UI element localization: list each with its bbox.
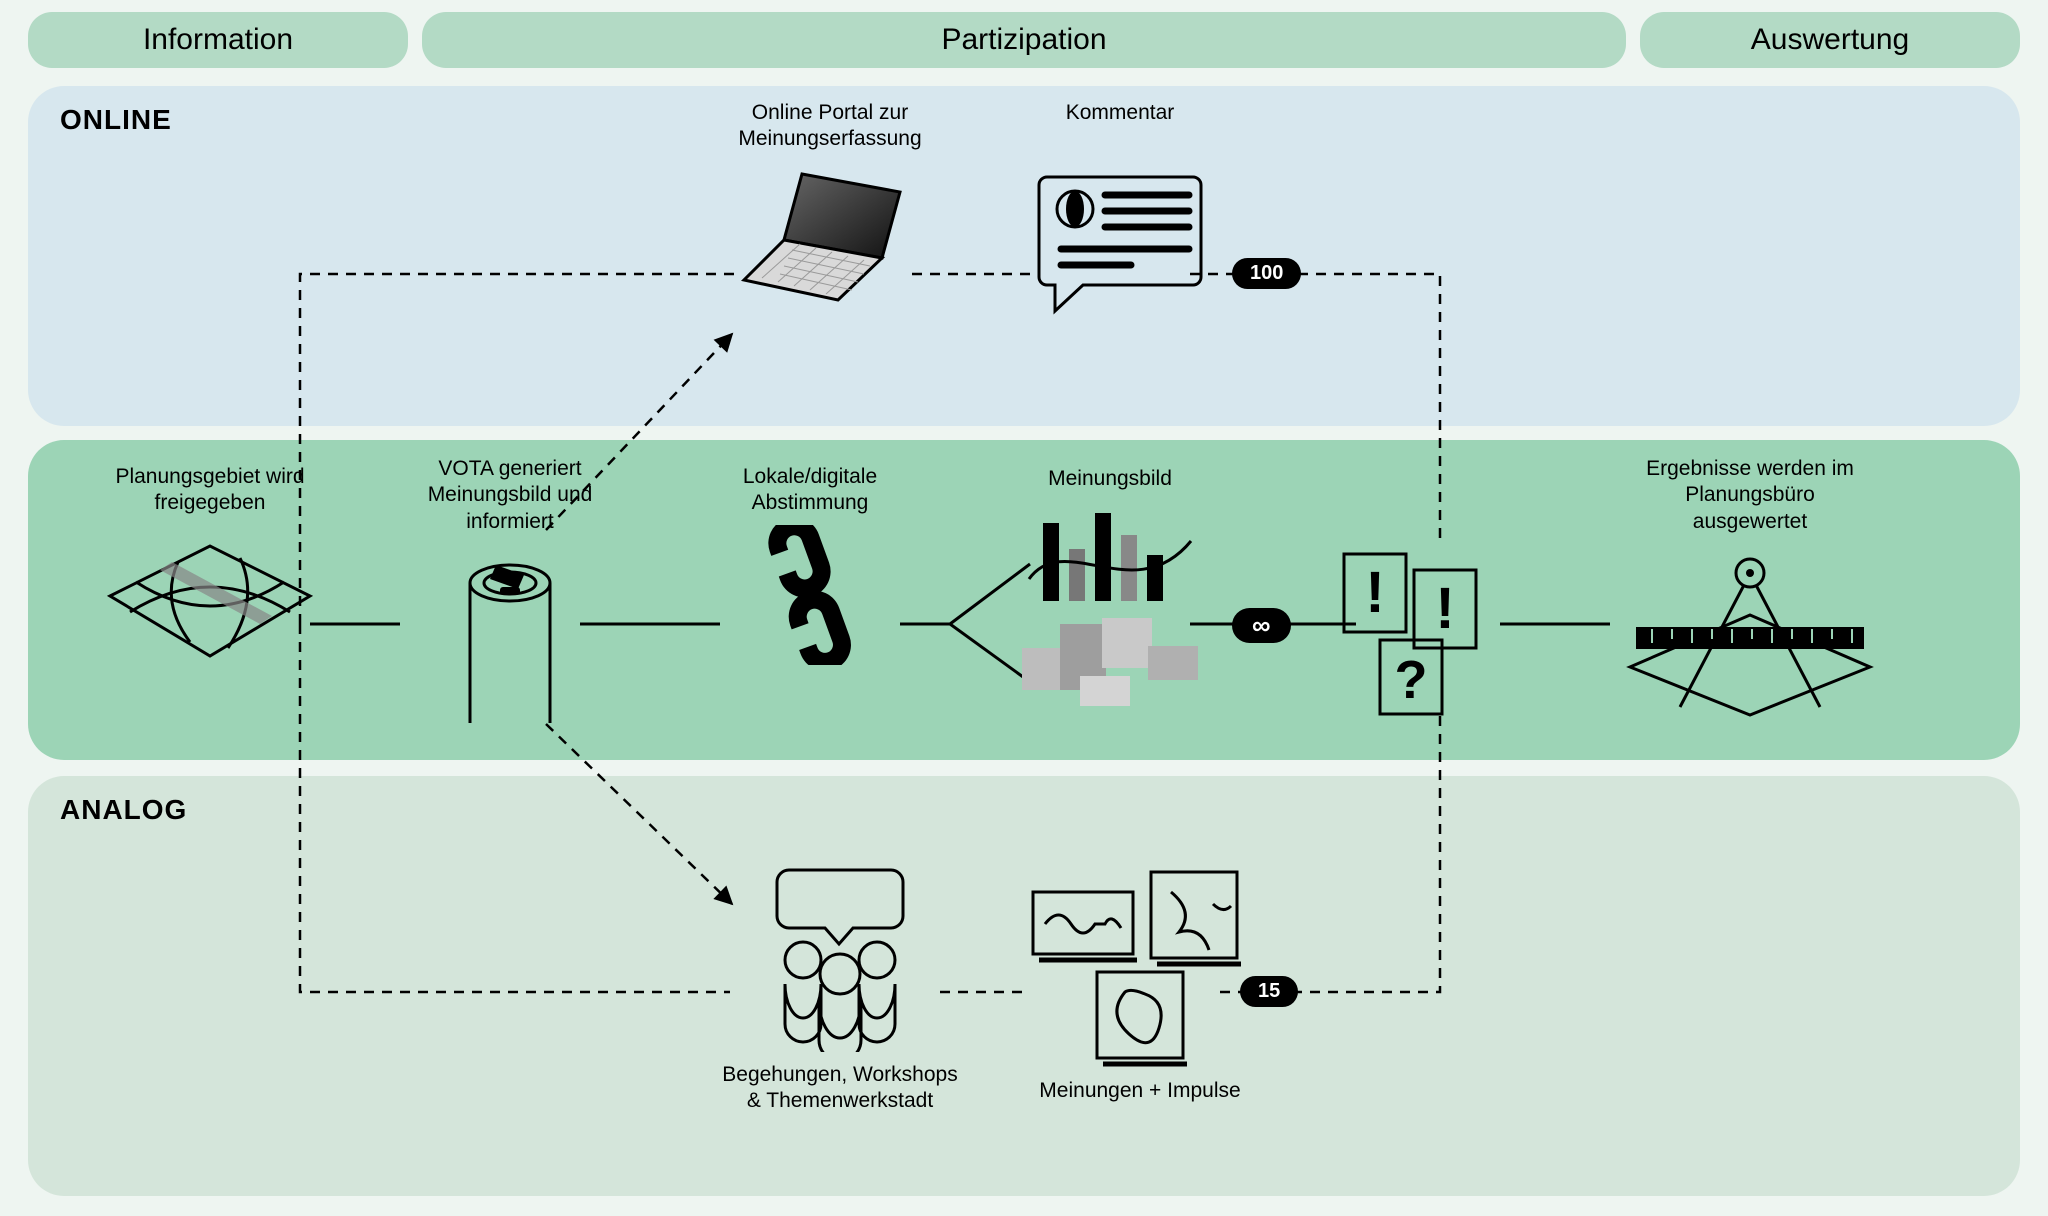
node-link: Lokale/digitale Abstimmung (680, 464, 940, 665)
node-plan: Planungsgebiet wird freigegeben (80, 464, 340, 675)
node-vota-label: VOTA generiert Meinungsbild und informie… (380, 456, 640, 535)
lane-analog-title: ANALOG (60, 794, 187, 826)
node-cards: ! ! ? (1330, 540, 1510, 718)
svg-text:!: ! (1365, 560, 1384, 625)
badge-middle: ∞ (1232, 608, 1291, 643)
map-icon (80, 525, 340, 675)
header-participation: Partizipation (422, 12, 1626, 68)
node-workshops: Begehungen, Workshops & Themenwerkstadt (700, 854, 980, 1115)
badge-analog: 15 (1240, 976, 1298, 1007)
header-row: Information Partizipation Auswertung (28, 12, 2020, 68)
header-information: Information (28, 12, 408, 68)
node-opinion-label: Meinungsbild (990, 466, 1230, 492)
node-plan-label: Planungsgebiet wird freigegeben (80, 464, 340, 517)
sketch-cards-icon (1010, 868, 1270, 1068)
node-impulses-label: Meinungen + Impulse (1010, 1078, 1270, 1104)
node-portal-label: Online Portal zur Meinungserfassung (700, 100, 960, 153)
node-results: Ergebnisse werden im Planungsbüro ausgew… (1590, 456, 1910, 723)
badge-online: 100 (1232, 258, 1301, 289)
node-comment: Kommentar (1010, 100, 1230, 322)
svg-text:?: ? (1395, 650, 1428, 710)
compass-ruler-icon (1590, 543, 1910, 723)
vota-cylinder-icon (380, 543, 640, 733)
lane-online-title: ONLINE (60, 104, 172, 136)
node-portal: Online Portal zur Meinungserfassung (700, 100, 960, 311)
comment-icon (1010, 162, 1230, 322)
svg-text:!: ! (1435, 576, 1454, 641)
node-impulses: Meinungen + Impulse (1010, 860, 1270, 1104)
texture-collage-icon (990, 618, 1230, 708)
node-comment-label: Kommentar (1010, 100, 1230, 126)
node-vota: VOTA generiert Meinungsbild und informie… (380, 456, 640, 733)
barchart-icon (990, 500, 1230, 610)
chain-link-icon (680, 525, 940, 665)
node-link-label: Lokale/digitale Abstimmung (680, 464, 940, 517)
node-opinion: Meinungsbild (990, 466, 1230, 708)
node-results-label: Ergebnisse werden im Planungsbüro ausgew… (1590, 456, 1910, 535)
header-evaluation: Auswertung (1640, 12, 2020, 68)
laptop-icon (700, 161, 960, 311)
people-group-icon (700, 862, 980, 1052)
exclaim-cards-icon: ! ! ? (1330, 548, 1510, 718)
node-workshops-label: Begehungen, Workshops & Themenwerkstadt (700, 1062, 980, 1115)
